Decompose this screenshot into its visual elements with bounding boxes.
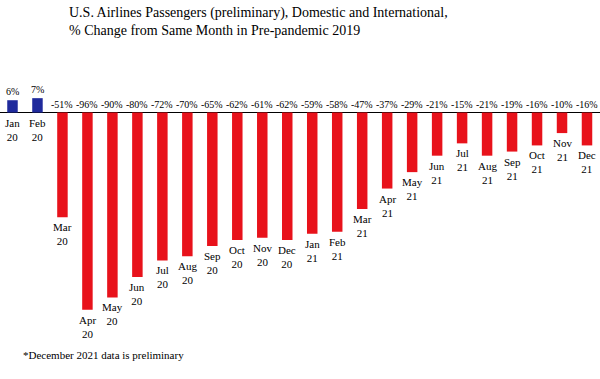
svg-text:U.S. Airlines Passengers (prel: U.S. Airlines Passengers (preliminary), … xyxy=(69,5,448,38)
svg-text:Nov20: Nov20 xyxy=(253,242,272,268)
svg-text:Feb21: Feb21 xyxy=(329,236,346,262)
svg-text:-72%: -72% xyxy=(151,99,173,110)
svg-text:-80%: -80% xyxy=(126,99,148,110)
svg-text:May20: May20 xyxy=(102,301,123,327)
svg-text:Mar21: Mar21 xyxy=(353,213,372,239)
svg-text:-61%: -61% xyxy=(251,99,273,110)
svg-text:7%: 7% xyxy=(31,84,44,95)
svg-text:Jul21: Jul21 xyxy=(456,147,469,173)
svg-text:Oct20: Oct20 xyxy=(229,244,245,270)
svg-text:-51%: -51% xyxy=(51,99,73,110)
svg-text:-62%: -62% xyxy=(276,99,298,110)
svg-text:-19%: -19% xyxy=(501,99,523,110)
svg-text:-29%: -29% xyxy=(401,99,423,110)
svg-text:-47%: -47% xyxy=(351,99,373,110)
svg-text:-62%: -62% xyxy=(226,99,248,110)
svg-text:May21: May21 xyxy=(402,176,423,202)
svg-text:-96%: -96% xyxy=(76,99,98,110)
svg-text:Apr20: Apr20 xyxy=(79,314,96,340)
svg-text:Sep21: Sep21 xyxy=(504,156,521,182)
svg-text:Oct21: Oct21 xyxy=(529,149,545,175)
svg-text:-65%: -65% xyxy=(201,99,223,110)
svg-text:-59%: -59% xyxy=(301,99,323,110)
svg-text:-90%: -90% xyxy=(101,99,123,110)
svg-text:-70%: -70% xyxy=(176,99,198,110)
svg-text:Jan21: Jan21 xyxy=(305,238,320,264)
svg-text:-10%: -10% xyxy=(551,99,573,110)
svg-text:Mar20: Mar20 xyxy=(53,221,72,247)
svg-text:-16%: -16% xyxy=(526,99,548,110)
svg-text:-37%: -37% xyxy=(376,99,398,110)
svg-text:-16%: -16% xyxy=(576,99,598,110)
svg-text:-21%: -21% xyxy=(476,99,498,110)
svg-text:-15%: -15% xyxy=(451,99,473,110)
svg-text:Dec21: Dec21 xyxy=(578,149,596,175)
svg-text:Jul20: Jul20 xyxy=(156,264,169,290)
svg-text:Dec20: Dec20 xyxy=(278,244,296,270)
svg-text:-21%: -21% xyxy=(426,99,448,110)
svg-text:-58%: -58% xyxy=(326,99,348,110)
svg-text:Feb20: Feb20 xyxy=(29,117,46,143)
svg-text:*December 2021 data is prelimi: *December 2021 data is preliminary xyxy=(23,349,184,361)
svg-text:Sep20: Sep20 xyxy=(204,250,221,276)
svg-text:Apr21: Apr21 xyxy=(379,193,396,219)
svg-text:Jun21: Jun21 xyxy=(429,160,445,186)
svg-text:Nov21: Nov21 xyxy=(553,137,572,163)
svg-text:Jan20: Jan20 xyxy=(5,117,20,143)
svg-text:Aug21: Aug21 xyxy=(478,160,497,186)
svg-text:Jun20: Jun20 xyxy=(129,281,145,307)
svg-text:6%: 6% xyxy=(6,86,19,97)
svg-text:Aug20: Aug20 xyxy=(178,260,197,286)
